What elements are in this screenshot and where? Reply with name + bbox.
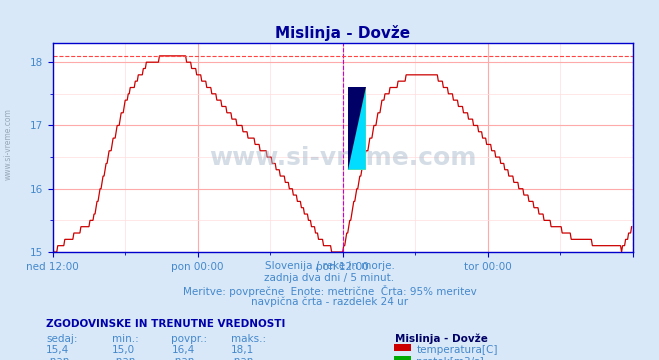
Text: -nan: -nan [231,356,254,360]
Text: Mislinja - Dovže: Mislinja - Dovže [395,334,488,344]
Text: www.si-vreme.com: www.si-vreme.com [4,108,13,180]
Text: Meritve: povprečne  Enote: metrične  Črta: 95% meritev: Meritve: povprečne Enote: metrične Črta:… [183,285,476,297]
Text: 18,1: 18,1 [231,345,254,355]
Bar [394,356,411,360]
Text: 16,4: 16,4 [171,345,194,355]
Text: 15,4: 15,4 [46,345,69,355]
Text: Slovenija / reke in morje.: Slovenija / reke in morje. [264,261,395,271]
Text: 15,0: 15,0 [112,345,135,355]
Bar [394,344,411,351]
Bar [348,87,366,170]
Polygon shape [348,87,366,170]
Text: povpr.:: povpr.: [171,334,208,344]
Text: sedaj:: sedaj: [46,334,78,344]
Title: Mislinja - Dovže: Mislinja - Dovže [275,24,411,41]
Text: ZGODOVINSKE IN TRENUTNE VREDNOSTI: ZGODOVINSKE IN TRENUTNE VREDNOSTI [46,319,285,329]
Text: temperatura[C]: temperatura[C] [416,345,498,355]
Text: pretok[m3/s]: pretok[m3/s] [416,357,484,360]
Text: min.:: min.: [112,334,139,344]
Text: navpična črta - razdelek 24 ur: navpična črta - razdelek 24 ur [251,297,408,307]
Text: www.si-vreme.com: www.si-vreme.com [209,146,476,170]
Text: zadnja dva dni / 5 minut.: zadnja dva dni / 5 minut. [264,273,395,283]
Text: -nan: -nan [46,356,69,360]
Text: -nan: -nan [171,356,194,360]
Text: -nan: -nan [112,356,135,360]
Polygon shape [348,87,366,170]
Text: maks.:: maks.: [231,334,266,344]
